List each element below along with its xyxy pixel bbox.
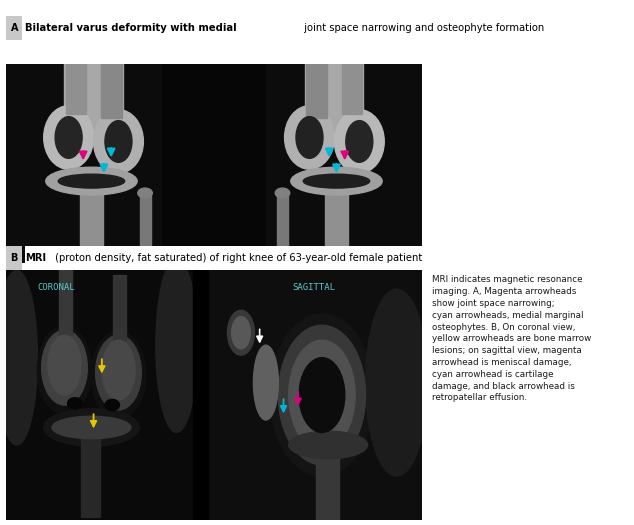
Ellipse shape [288,431,368,459]
Bar [325,181,348,262]
Ellipse shape [68,397,82,409]
Text: MRI indicates magnetic resonance
imaging. A, Magenta arrowheads
show joint space: MRI indicates magnetic resonance imaging… [432,275,591,402]
Ellipse shape [105,400,119,411]
Bar [65,64,122,138]
Bar [65,64,86,114]
Ellipse shape [102,340,135,400]
Ellipse shape [52,416,131,439]
Ellipse shape [156,258,197,433]
Bar [60,270,72,335]
Ellipse shape [291,167,382,195]
Ellipse shape [270,314,374,476]
Bar [6,64,214,262]
Ellipse shape [228,310,254,355]
Ellipse shape [44,106,94,169]
Ellipse shape [285,106,334,169]
Ellipse shape [231,317,250,349]
Ellipse shape [94,110,143,173]
Ellipse shape [55,117,82,159]
Bar [266,64,422,262]
Ellipse shape [58,174,125,188]
Bar [208,270,422,520]
Bar [306,64,363,138]
Ellipse shape [138,188,152,198]
Ellipse shape [254,345,278,420]
Text: B: B [11,253,18,264]
Bar [140,195,151,262]
Ellipse shape [105,121,132,162]
Bar [81,425,100,517]
Text: (proton density, fat saturated) of right knee of 63-year-old female patient: (proton density, fat saturated) of right… [52,253,422,264]
Text: Bilateral varus deformity with medial: Bilateral varus deformity with medial [25,23,237,33]
Text: joint space narrowing and osteophyte formation: joint space narrowing and osteophyte for… [301,23,545,33]
Ellipse shape [366,289,428,476]
Text: CORONAL: CORONAL [37,283,75,292]
Bar [6,270,197,520]
Bar [113,275,126,340]
Ellipse shape [91,331,145,419]
Ellipse shape [275,188,290,198]
Ellipse shape [42,330,87,405]
Bar [101,64,122,118]
Ellipse shape [48,335,81,395]
Ellipse shape [334,110,384,173]
Ellipse shape [96,335,141,410]
Ellipse shape [0,270,37,445]
Bar [193,270,208,520]
Text: MRI: MRI [25,253,46,264]
Ellipse shape [278,325,366,465]
Bar [342,64,363,114]
Ellipse shape [91,331,145,419]
Bar [277,195,288,262]
Ellipse shape [288,340,355,450]
Ellipse shape [296,117,323,159]
Ellipse shape [346,121,373,162]
Ellipse shape [303,174,370,188]
Bar [316,445,339,520]
Ellipse shape [44,409,139,446]
Text: SAGITTAL: SAGITTAL [292,283,335,292]
Ellipse shape [37,327,91,414]
Text: A: A [11,23,18,33]
Bar [80,181,103,262]
Ellipse shape [46,167,137,195]
Ellipse shape [37,327,91,414]
Ellipse shape [299,358,345,433]
Bar [306,64,327,118]
Bar [162,64,266,262]
